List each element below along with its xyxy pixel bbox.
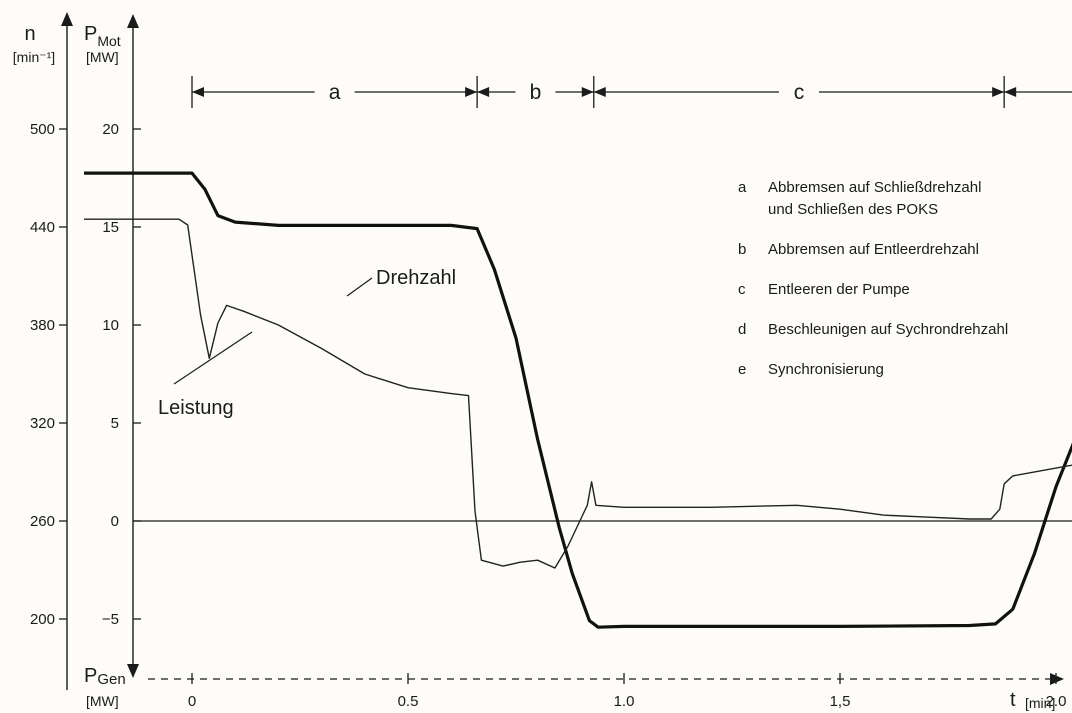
- drehzahl-label: Drehzahl: [376, 267, 456, 289]
- x-tick-label: 0.5: [398, 693, 419, 710]
- legend-key: b: [738, 241, 746, 258]
- x-axis-unit: [min]: [1025, 695, 1055, 711]
- n-tick-label: 380: [30, 317, 55, 334]
- n-axis-title: n: [24, 23, 35, 45]
- legend-text-2: und Schließen des POKS: [768, 201, 938, 218]
- phase-arrow-left: [1004, 87, 1017, 97]
- time-axis-arrow: [1050, 673, 1064, 685]
- legend-text: Abbremsen auf Entleerdrehzahl: [768, 241, 979, 258]
- x-tick-label: 2.0: [1046, 693, 1067, 710]
- leistung-leader: [173, 331, 253, 385]
- legend-text: Synchronisierung: [768, 361, 884, 378]
- x-tick-label: 0: [188, 693, 196, 710]
- series-drehzahl: [84, 171, 1072, 629]
- p-tick-label: 0: [111, 513, 119, 530]
- leistung-label: Leistung: [158, 397, 234, 419]
- p-tick-label: 15: [102, 219, 119, 236]
- legend-key: a: [738, 179, 747, 196]
- phase-arrow-right: [465, 87, 478, 97]
- series-leistung: [84, 218, 1072, 569]
- p-gen-axis-unit: [MW]: [86, 693, 119, 709]
- p-gen-axis-title: PGen: [84, 665, 126, 688]
- p-tick-label: 5: [111, 415, 119, 432]
- phase-arrow-left: [477, 87, 490, 97]
- phase-label: a: [329, 81, 341, 104]
- n-tick-label: 440: [30, 219, 55, 236]
- phase-label: b: [530, 81, 542, 104]
- phase-arrow-right: [992, 87, 1005, 97]
- phase-arrow-left: [593, 87, 606, 97]
- x-axis-title: t: [1010, 689, 1016, 711]
- p-mot-arrow: [127, 14, 139, 28]
- legend-key: c: [738, 281, 746, 298]
- n-axis-unit: [min⁻¹]: [13, 49, 55, 65]
- x-tick-label: 1,5: [830, 693, 851, 710]
- phase-arrow-left: [192, 87, 204, 97]
- phase-arrow-right: [581, 87, 594, 97]
- n-tick-label: 500: [30, 121, 55, 138]
- drehzahl-leader: [346, 277, 373, 297]
- phase-label: c: [794, 81, 805, 104]
- p-gen-arrow: [127, 664, 139, 678]
- legend-key: d: [738, 321, 746, 338]
- legend-text: Entleeren der Pumpe: [768, 281, 910, 298]
- p-tick-label: −5: [102, 611, 119, 628]
- p-tick-label: 10: [102, 317, 119, 334]
- p-tick-label: 20: [102, 121, 119, 138]
- x-tick-label: 1.0: [614, 693, 635, 710]
- legend-text: Beschleunigen auf Sychrondrehzahl: [768, 321, 1008, 338]
- legend-key: e: [738, 361, 746, 378]
- p-mot-axis-unit: [MW]: [86, 49, 119, 65]
- n-tick-label: 200: [30, 611, 55, 628]
- n-tick-label: 320: [30, 415, 55, 432]
- n-tick-label: 260: [30, 513, 55, 530]
- legend-text: Abbremsen auf Schließdrehzahl: [768, 179, 981, 196]
- p-mot-axis-title: PMot: [84, 23, 121, 49]
- n-axis-arrow: [61, 12, 73, 26]
